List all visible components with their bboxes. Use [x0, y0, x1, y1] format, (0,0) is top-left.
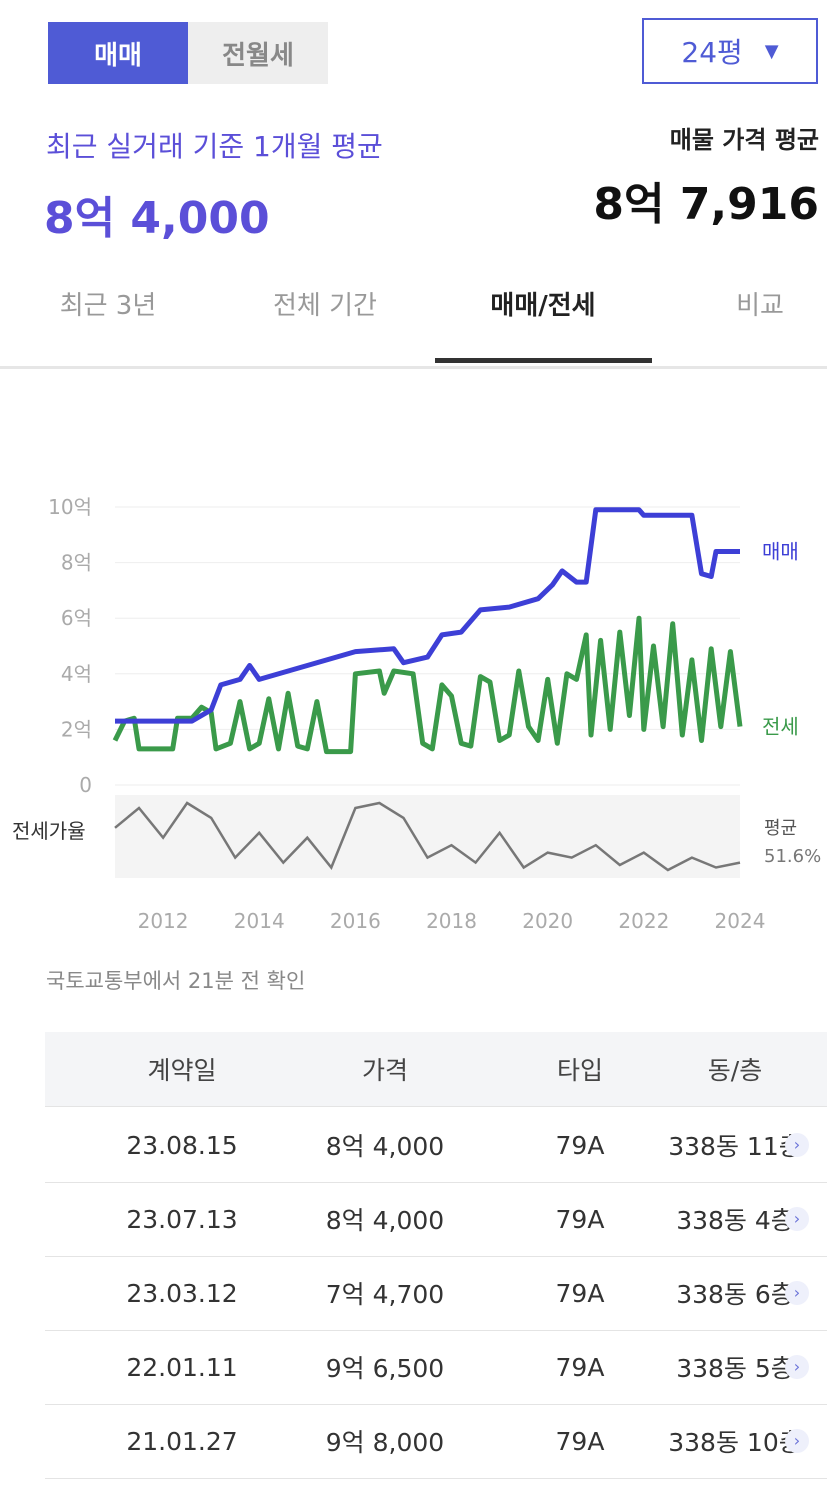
tab[interactable]: 비교	[736, 291, 784, 321]
column-header: 타입	[556, 1056, 603, 1085]
cell: 79A	[555, 1278, 605, 1308]
x-tick-label: 2022	[618, 909, 669, 933]
source: 국토교통부에서 21분 전 확인	[46, 969, 306, 993]
table-row[interactable]: 21.01.27 9억 8,000 79A 338동 10층 ›	[45, 1404, 827, 1479]
series-line	[115, 507, 740, 724]
chart: 0 2억 4억 6억 8억 10억 2012 2014 2016 2018 2020 2022 2024…	[12, 495, 821, 933]
cell: 8억 4,000	[325, 1206, 445, 1235]
y-tick-label: 4억	[61, 662, 92, 686]
tab-active[interactable]: 매매/전세	[490, 291, 596, 321]
series-line	[112, 615, 743, 755]
caret: ▼	[764, 40, 779, 62]
legend-label: 전세	[762, 715, 799, 739]
x-tick-label: 2020	[522, 909, 573, 933]
ratio-band	[115, 795, 740, 878]
table-row[interactable]: 23.08.15 8억 4,000 79A 338동 11층 ›	[45, 1108, 827, 1183]
table-row[interactable]: 22.01.11 9억 6,500 79A 338동 5층 ›	[45, 1330, 827, 1405]
x-tick-label: 2024	[715, 909, 766, 933]
cell: 9억 6,500	[325, 1354, 445, 1383]
column-header: 동/층	[707, 1056, 763, 1085]
chevron: ›	[785, 1281, 809, 1305]
cell: 338동 4층	[676, 1206, 794, 1235]
toggle[interactable]: 전월세	[188, 22, 328, 84]
recent-label: 최근 실거래 기준 1개월 평균	[46, 130, 383, 163]
table: 계약일 가격 타입 동/층 23.08.15 8억 4,000 79A 338동 11층 › 23…	[0, 1032, 827, 1492]
cell: 79A	[555, 1352, 605, 1382]
ratio-average: 51.6%	[764, 846, 821, 867]
x-tick-label: 2014	[234, 909, 285, 933]
ratio-line	[114, 801, 741, 872]
cell: 21.01.27	[126, 1426, 238, 1456]
tab[interactable]: 전체 기간	[273, 291, 377, 321]
table-row[interactable]: 23.07.13 8억 4,000 79A 338동 4층 ›	[45, 1182, 827, 1257]
cell: 338동 11층	[668, 1132, 802, 1161]
size: 24평	[681, 36, 743, 69]
chevron: ›	[785, 1207, 809, 1231]
cell: 79A	[555, 1204, 605, 1234]
column-header: 계약일	[147, 1056, 217, 1085]
listing-price: 8억 7,916	[593, 179, 819, 230]
listing-label: 매물 가격 평균	[669, 126, 819, 154]
cell: 79A	[555, 1130, 605, 1160]
cell: 338동 6층	[676, 1280, 794, 1309]
y-tick-label: 10억	[48, 495, 92, 519]
chevron: ›	[785, 1429, 809, 1453]
y-tick-label: 0	[79, 773, 92, 797]
chevron: ›	[785, 1133, 809, 1157]
y-tick-label: 6억	[61, 606, 92, 630]
cell: 23.03.12	[126, 1278, 238, 1308]
cell: 7억 4,700	[325, 1280, 445, 1309]
y-tick-label: 2억	[61, 717, 92, 741]
cell: 79A	[555, 1426, 605, 1456]
legend-label: 매매	[762, 539, 799, 563]
cell: 8억 4,000	[325, 1132, 445, 1161]
toggle-active[interactable]: 매매	[48, 22, 188, 84]
x-tick-label: 2012	[138, 909, 189, 933]
ratio-label: 전세가율	[12, 819, 86, 843]
y-tick-label: 8억	[61, 551, 92, 575]
table-header: 계약일 가격 타입 동/층	[45, 1032, 827, 1107]
cell: 338동 10층	[668, 1428, 802, 1457]
cell: 9억 8,000	[325, 1428, 445, 1457]
tab[interactable]: 최근 3년	[59, 291, 157, 321]
cell: 23.08.15	[126, 1130, 238, 1160]
cell: 22.01.11	[126, 1352, 238, 1382]
x-tick-label: 2016	[330, 909, 381, 933]
ratio-average-label: 평균	[764, 818, 797, 839]
tab-underline	[435, 358, 652, 363]
divider	[0, 366, 827, 369]
cell: 338동 5층	[676, 1354, 794, 1383]
table-row[interactable]: 23.03.12 7억 4,700 79A 338동 6층 ›	[45, 1256, 827, 1331]
column-header: 가격	[361, 1056, 408, 1085]
x-tick-label: 2018	[426, 909, 477, 933]
size-dropdown[interactable]: 24평 ▼	[642, 18, 818, 84]
recent-price: 8억 4,000	[44, 193, 270, 244]
cell: 23.07.13	[126, 1204, 238, 1234]
chevron: ›	[785, 1355, 809, 1379]
